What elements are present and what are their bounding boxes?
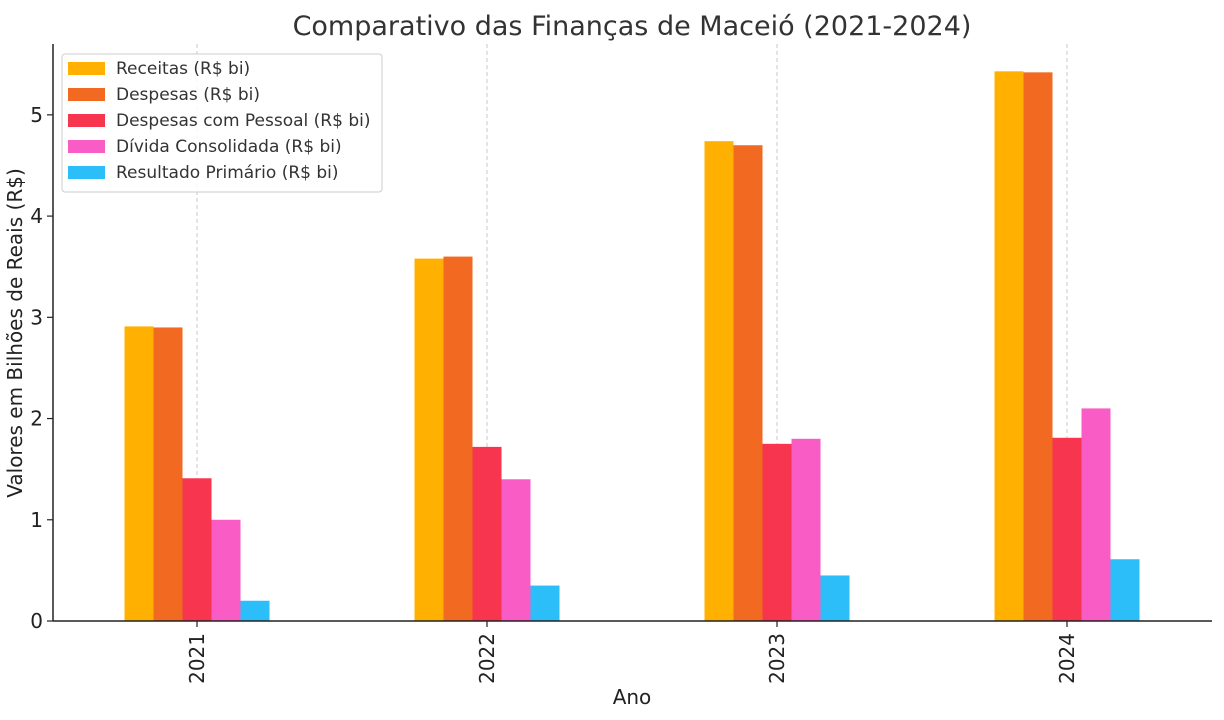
axes bbox=[52, 44, 1212, 622]
bar-series-2-2024 bbox=[1023, 72, 1053, 621]
legend-label-5: Resultado Primário (R$ bi) bbox=[116, 163, 339, 183]
bar-series-1-2024 bbox=[994, 71, 1024, 621]
y-tick-label-1: 1 bbox=[30, 508, 43, 532]
bar-series-5-2023 bbox=[820, 575, 850, 621]
bar-series-4-2024 bbox=[1081, 408, 1111, 621]
legend-label-2: Despesas (R$ bi) bbox=[116, 85, 260, 105]
bar-series-3-2022 bbox=[472, 446, 502, 621]
bar-series-4-2023 bbox=[791, 438, 821, 621]
y-tick-label-5: 5 bbox=[30, 103, 43, 127]
y-tick-label-0: 0 bbox=[30, 609, 43, 633]
legend-label-4: Dívida Consolidada (R$ bi) bbox=[116, 137, 342, 157]
chart-title: Comparativo das Finanças de Maceió (2021… bbox=[293, 11, 972, 42]
bar-series-1-2023 bbox=[704, 141, 734, 621]
y-ticks: 0 1 2 3 4 5 bbox=[30, 103, 53, 633]
x-axis-label: Ano bbox=[613, 685, 652, 709]
bar-series-1-2021 bbox=[124, 326, 154, 621]
grid bbox=[196, 44, 1068, 621]
x-tick-label-2021: 2021 bbox=[185, 633, 209, 684]
bar-series-5-2024 bbox=[1110, 559, 1140, 621]
bar-series-3-2023 bbox=[762, 443, 792, 621]
y-tick-label-3: 3 bbox=[30, 305, 43, 329]
x-tick-label-2022: 2022 bbox=[475, 633, 499, 684]
y-tick-label-4: 4 bbox=[30, 204, 43, 228]
bar-series-1-2022 bbox=[414, 258, 444, 621]
y-tick-label-2: 2 bbox=[30, 407, 43, 431]
bar-series-5-2022 bbox=[530, 585, 560, 621]
x-tick-label-2024: 2024 bbox=[1055, 633, 1079, 684]
legend: Receitas (R$ bi) Despesas (R$ bi) Despesas… bbox=[61, 53, 383, 193]
bar-series-4-2022 bbox=[501, 479, 531, 621]
y-axis-label: Valores em Bilhões de Reais (R$) bbox=[3, 168, 27, 498]
legend-swatch-2 bbox=[68, 88, 105, 101]
legend-swatch-3 bbox=[68, 114, 105, 127]
bar-series-2-2021 bbox=[153, 327, 183, 621]
bar-series-4-2021 bbox=[211, 519, 241, 621]
legend-swatch-4 bbox=[68, 140, 105, 153]
bar-series-3-2024 bbox=[1052, 437, 1082, 621]
legend-label-3: Despesas com Pessoal (R$ bi) bbox=[116, 111, 370, 131]
bars bbox=[124, 71, 1140, 621]
bar-series-3-2021 bbox=[182, 478, 212, 621]
bar-series-5-2021 bbox=[240, 600, 270, 621]
legend-box bbox=[61, 53, 383, 193]
legend-label-1: Receitas (R$ bi) bbox=[116, 59, 250, 79]
legend-swatch-5 bbox=[68, 166, 105, 179]
x-tick-label-2023: 2023 bbox=[765, 633, 789, 684]
x-ticks: 2021 2022 2023 2024 bbox=[185, 621, 1079, 684]
bar-series-2-2022 bbox=[443, 256, 473, 621]
bar-series-2-2023 bbox=[733, 145, 763, 621]
legend-swatch-1 bbox=[68, 62, 105, 75]
